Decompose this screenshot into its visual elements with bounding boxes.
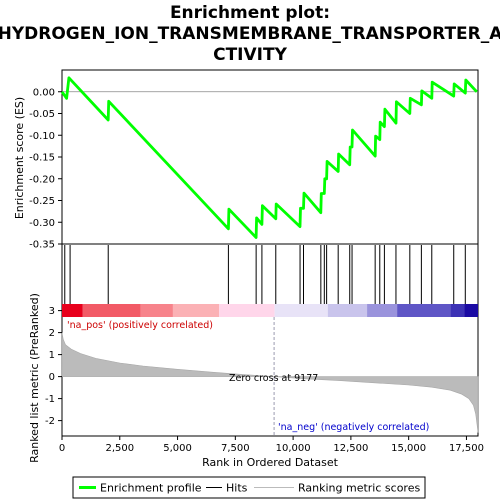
color-bar-segment [62, 304, 83, 317]
metric-y-tick-label: 1 [49, 350, 55, 361]
legend: Enrichment profile Hits Ranking metric s… [72, 476, 426, 499]
neg-correlated-label: 'na_neg' (negatively correlated) [278, 422, 429, 433]
color-bar-segment [367, 304, 398, 317]
es-y-tick-label: -0.10 [29, 131, 55, 142]
metric-y-axis-label: Ranked list metric (PreRanked) [28, 293, 41, 463]
chart-title-line-1: Enrichment plot: [170, 3, 330, 23]
color-bar-segment [140, 304, 173, 317]
es-y-tick-label: -0.20 [29, 174, 55, 185]
x-axis-label: Rank in Ordered Dataset [202, 456, 339, 469]
es-y-axis: 0.00 -0.05 -0.10 -0.15 -0.20 -0.25 -0.30 -0.35 [29, 87, 478, 251]
legend-frame [72, 476, 426, 499]
metric-y-tick-label: 2 [49, 328, 55, 339]
color-bar-segment [82, 304, 141, 317]
x-tick-label: 0 [59, 443, 65, 454]
es-y-tick-label: -0.25 [29, 196, 55, 207]
chart-title-line-3: CTIVITY [213, 45, 287, 65]
x-tick-label: 12,500 [333, 443, 368, 454]
x-tick-label: 15,000 [391, 443, 426, 454]
x-tick-label: 17,500 [449, 443, 484, 454]
es-panel-frame [61, 69, 479, 245]
zero-cross-label: Zero cross at 9177 [229, 373, 318, 384]
color-bar-segment [172, 304, 220, 317]
color-bar-segment [450, 304, 465, 317]
metric-y-tick-label: -1 [45, 394, 55, 405]
metric-y-axis: 3 2 1 0 -1 -2 [45, 306, 62, 427]
hits-layer [64, 245, 466, 304]
es-y-tick-label: -0.15 [29, 153, 55, 164]
metric-y-tick-label: -2 [45, 416, 55, 427]
enrichment-profile-series [60, 76, 478, 239]
color-bar-segment [219, 304, 275, 317]
enrichment-profile-line [60, 76, 478, 239]
metric-panel-frame [61, 243, 479, 437]
x-tick-label: 5,000 [163, 443, 192, 454]
es-y-tick-label: 0.00 [33, 87, 55, 98]
ranking-metric-series [61, 317, 479, 436]
metric-y-tick-label: 3 [49, 306, 55, 317]
legend-label-ranking-metric: Ranking metric scores [298, 482, 420, 495]
legend-label-hits: Hits [226, 482, 248, 495]
pos-correlated-label: 'na_pos' (positively correlated) [67, 320, 213, 331]
es-y-tick-label: -0.30 [29, 218, 55, 229]
rank-color-bar [62, 304, 478, 317]
es-y-axis-label: Enrichment score (ES) [13, 97, 26, 219]
color-bar-segment [397, 304, 451, 317]
x-tick-label: 10,000 [276, 443, 311, 454]
x-tick-label: 7,500 [221, 443, 250, 454]
color-bar-segment [274, 304, 328, 317]
ranking-metric-area [61, 332, 479, 433]
legend-label-enrichment-profile: Enrichment profile [100, 482, 202, 495]
es-y-tick-label: -0.05 [29, 109, 55, 120]
color-bar-segment [327, 304, 368, 317]
es-y-tick-label: -0.35 [29, 240, 55, 251]
x-axis: 0 2,500 5,000 7,500 10,000 12,500 15,000 17,500 [59, 436, 484, 454]
chart-title-line-2: HYDROGEN_ION_TRANSMEMBRANE_TRANSPORTER_A [0, 24, 500, 44]
x-tick-label: 2,500 [105, 443, 134, 454]
color-bar-segment [464, 304, 478, 317]
metric-y-tick-label: 0 [49, 372, 55, 383]
